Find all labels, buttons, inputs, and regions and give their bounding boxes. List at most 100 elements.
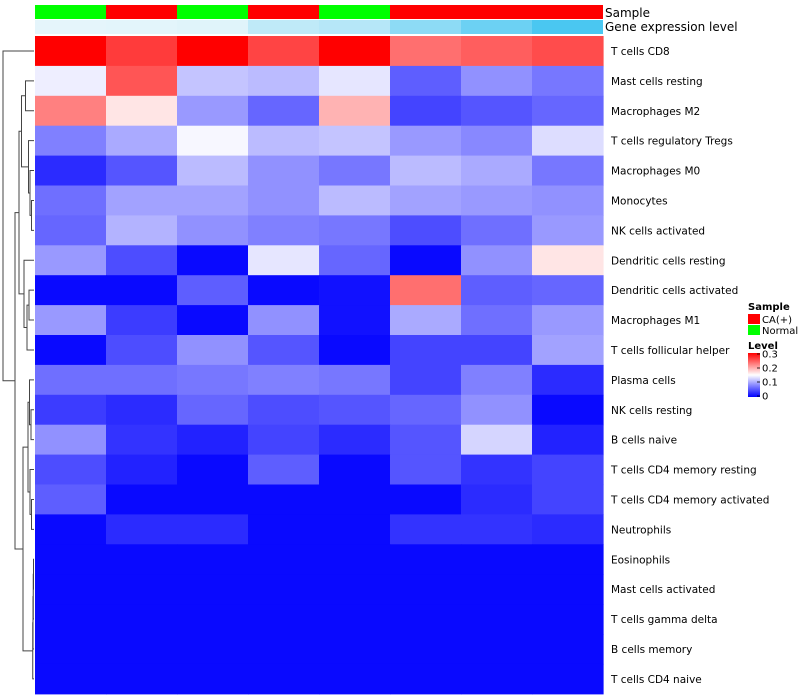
heatmap-cell bbox=[35, 514, 107, 545]
gene-level-annotation-cell bbox=[532, 20, 603, 34]
heatmap-cell bbox=[319, 663, 391, 695]
row-label: Dendritic cells activated bbox=[611, 285, 738, 297]
heatmap-cell bbox=[319, 95, 391, 127]
heatmap-cell bbox=[177, 36, 249, 67]
legend-swatch bbox=[748, 314, 760, 324]
legend-title-sample: Sample bbox=[748, 302, 790, 313]
heatmap-cell bbox=[461, 394, 533, 426]
heatmap-cell bbox=[390, 155, 462, 187]
heatmap-cell bbox=[532, 544, 604, 575]
heatmap-cell bbox=[319, 574, 391, 605]
heatmap-cell bbox=[177, 125, 249, 157]
heatmap-cell bbox=[319, 454, 391, 486]
row-label: Plasma cells bbox=[611, 375, 676, 387]
heatmap-cell bbox=[106, 215, 178, 246]
heatmap-cell bbox=[35, 305, 107, 336]
heatmap-cell bbox=[106, 36, 178, 67]
level-tick-label: 0.1 bbox=[762, 378, 778, 389]
row-label: T cells CD4 memory activated bbox=[610, 494, 769, 506]
heatmap-cell bbox=[532, 125, 604, 157]
heatmap-cell bbox=[248, 364, 320, 396]
heatmap-cell bbox=[319, 424, 391, 456]
heatmap-cell bbox=[532, 95, 604, 127]
heatmap-cell bbox=[177, 245, 249, 276]
row-label: T cells CD4 naive bbox=[610, 674, 702, 686]
row-label: Macrophages M2 bbox=[611, 106, 700, 118]
heatmap-cell bbox=[532, 484, 604, 515]
heatmap-cell bbox=[177, 604, 249, 635]
sample-annotation-cell bbox=[532, 5, 603, 19]
heatmap-cell bbox=[532, 335, 604, 366]
heatmap-cell bbox=[35, 634, 107, 665]
sample-annotation-cell bbox=[319, 5, 390, 19]
heatmap-cell bbox=[532, 185, 604, 216]
heatmap-cell bbox=[319, 544, 391, 575]
heatmap-cell bbox=[248, 305, 320, 336]
heatmap-cell bbox=[390, 544, 462, 575]
heatmap-cell bbox=[106, 185, 178, 216]
heatmap-cell bbox=[106, 544, 178, 575]
row-label: Mast cells resting bbox=[611, 76, 703, 88]
row-dendrogram bbox=[2, 50, 34, 680]
heatmap-cell bbox=[461, 424, 533, 456]
heatmap-cell bbox=[35, 424, 107, 456]
heatmap-cell bbox=[248, 394, 320, 426]
heatmap-cell bbox=[319, 394, 391, 426]
heatmap-cell bbox=[461, 454, 533, 486]
sample-annotation-cell bbox=[248, 5, 319, 19]
heatmap-cell bbox=[106, 604, 178, 635]
heatmap-cell bbox=[461, 155, 533, 187]
heatmap-cell bbox=[248, 36, 320, 67]
heatmap-cell bbox=[532, 36, 604, 67]
dendrogram-branch bbox=[29, 379, 34, 426]
heatmap-cell bbox=[532, 305, 604, 336]
heatmap-cell bbox=[177, 574, 249, 605]
heatmap-cell bbox=[106, 424, 178, 456]
heatmap-cell bbox=[248, 95, 320, 127]
heatmap-cell bbox=[248, 604, 320, 635]
heatmap-cell bbox=[106, 454, 178, 486]
annotation-label-sample: Sample bbox=[605, 6, 650, 20]
heatmap-cell bbox=[390, 95, 462, 127]
gene-level-annotation-cell bbox=[319, 20, 390, 34]
heatmap-cell bbox=[177, 95, 249, 127]
heatmap-cell bbox=[319, 215, 391, 246]
heatmap-cell bbox=[532, 663, 604, 695]
heatmap-cell bbox=[319, 125, 391, 157]
dendrogram-branch bbox=[31, 498, 34, 530]
heatmap-cell bbox=[319, 245, 391, 276]
heatmap-cell bbox=[35, 245, 107, 276]
level-tick-label: 0.2 bbox=[762, 364, 778, 375]
heatmap-cell bbox=[461, 335, 533, 366]
heatmap-cell bbox=[35, 335, 107, 366]
heatmap-cell bbox=[461, 484, 533, 515]
heatmap-cell bbox=[390, 364, 462, 396]
heatmap-cell bbox=[319, 65, 391, 97]
heatmap-cell bbox=[106, 364, 178, 396]
heatmap-cell bbox=[35, 185, 107, 216]
heatmap-cell bbox=[35, 275, 107, 306]
heatmap-cell bbox=[106, 484, 178, 515]
heatmap-cell bbox=[532, 394, 604, 426]
heatmap-cell bbox=[248, 663, 320, 695]
heatmap-cell bbox=[461, 663, 533, 695]
heatmap-cell bbox=[532, 514, 604, 545]
heatmap-cell bbox=[177, 275, 249, 306]
level-tick-label: 0 bbox=[762, 392, 768, 403]
heatmap-cell bbox=[106, 275, 178, 306]
column-annotations bbox=[35, 5, 603, 34]
heatmap-cell bbox=[390, 125, 462, 157]
heatmap-cell bbox=[461, 544, 533, 575]
heatmap-cell bbox=[319, 634, 391, 665]
heatmap-cell bbox=[177, 155, 249, 187]
heatmap-cell bbox=[319, 514, 391, 545]
row-label: Macrophages M0 bbox=[611, 166, 700, 178]
heatmap-cell bbox=[319, 275, 391, 306]
heatmap-cell bbox=[248, 335, 320, 366]
heatmap-cell bbox=[35, 663, 107, 695]
heatmap-cell bbox=[248, 574, 320, 605]
heatmap-cell bbox=[248, 185, 320, 216]
heatmap-cell bbox=[461, 275, 533, 306]
row-label: Dendritic cells resting bbox=[611, 255, 726, 267]
heatmap-cell bbox=[35, 155, 107, 187]
